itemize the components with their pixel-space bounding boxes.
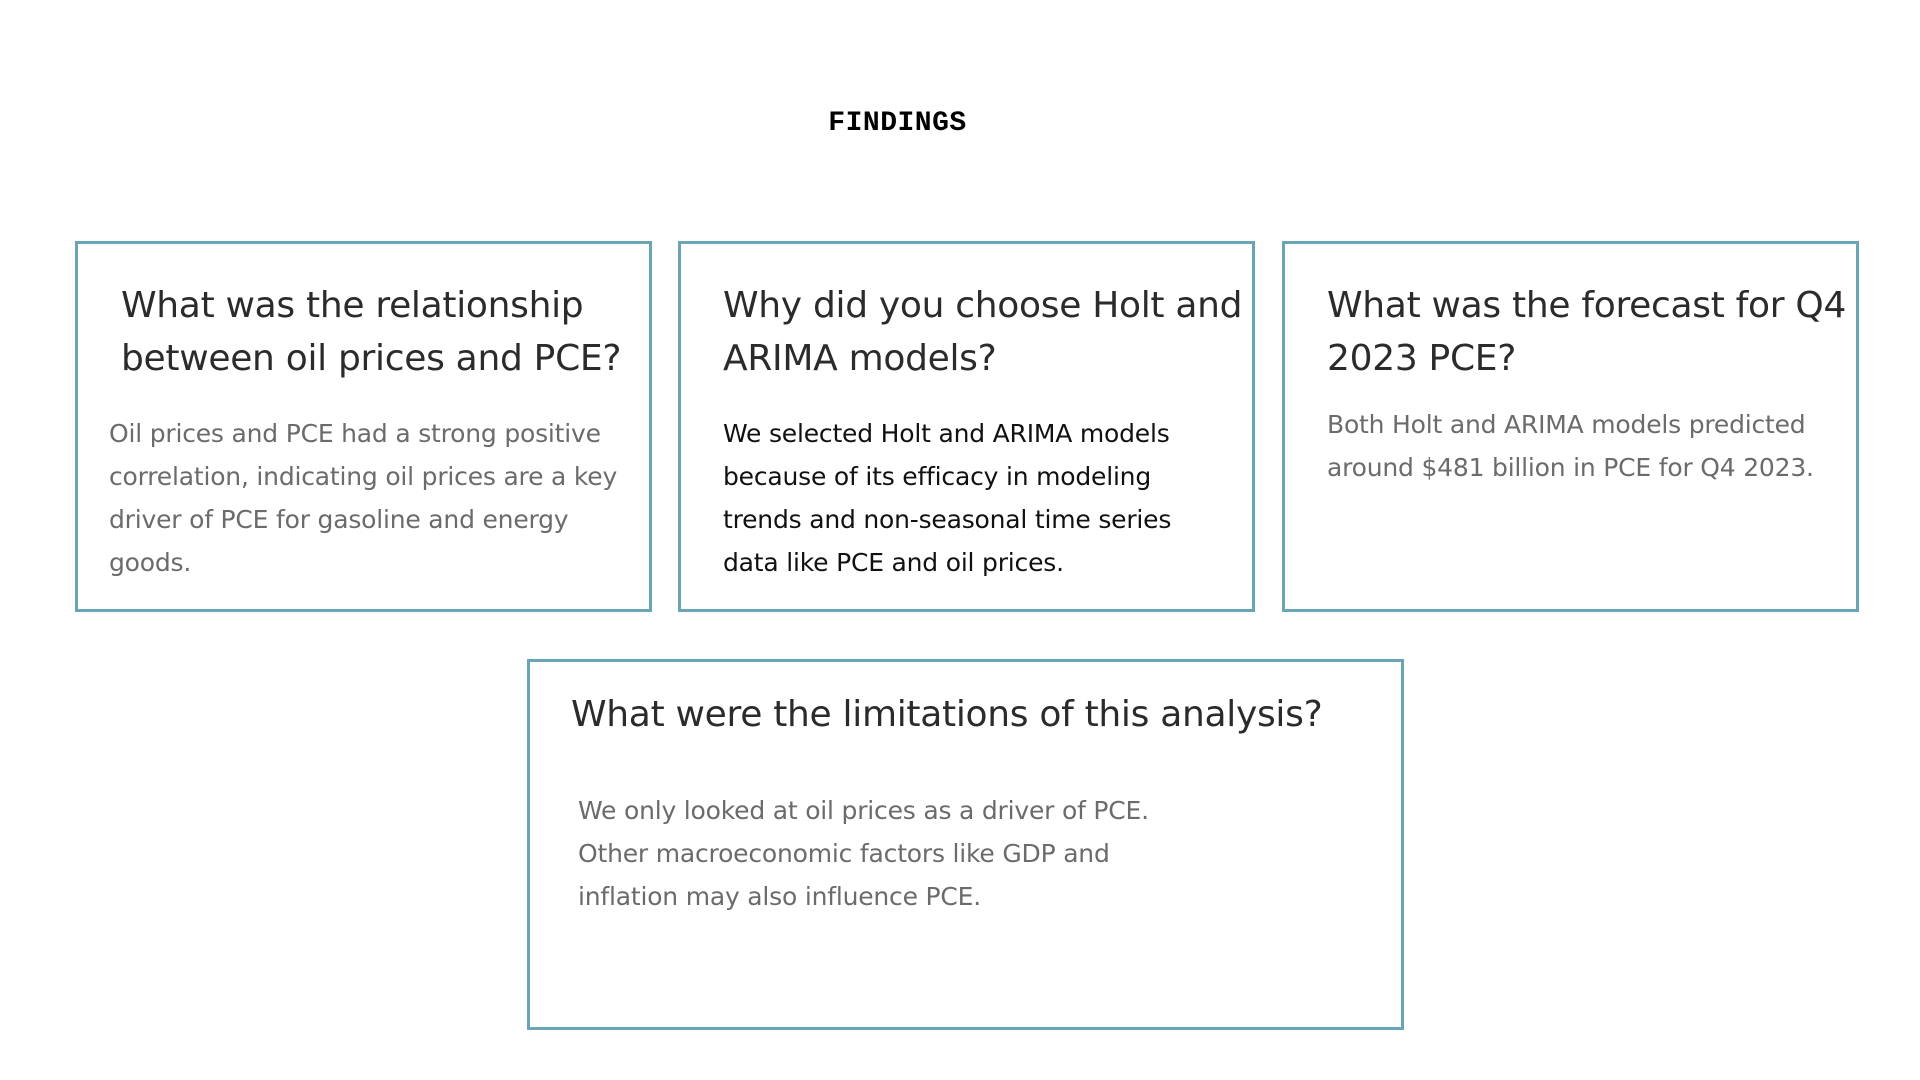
slide-title: FINDINGS bbox=[828, 108, 967, 139]
card-answer: We only looked at oil prices as a driver… bbox=[578, 796, 1149, 911]
card-answer: Both Holt and ARIMA models predicted aro… bbox=[1327, 410, 1814, 482]
card-question: What was the relationship between oil pr… bbox=[121, 285, 622, 379]
finding-card-relationship: What was the relationship between oil pr… bbox=[75, 241, 652, 612]
finding-card-forecast: What was the forecast for Q4 2023 PCE? B… bbox=[1282, 241, 1859, 612]
card-question: What was the forecast for Q4 2023 PCE? bbox=[1327, 285, 1847, 379]
card-question: What were the limitations of this analys… bbox=[571, 694, 1323, 735]
finding-card-limitations: What were the limitations of this analys… bbox=[527, 659, 1404, 1030]
card-answer: Oil prices and PCE had a strong positive… bbox=[109, 419, 618, 577]
card-answer: We selected Holt and ARIMA models becaus… bbox=[723, 419, 1172, 577]
finding-card-model-choice: Why did you choose Holt and ARIMA models… bbox=[678, 241, 1255, 612]
card-question: Why did you choose Holt and ARIMA models… bbox=[723, 285, 1243, 379]
